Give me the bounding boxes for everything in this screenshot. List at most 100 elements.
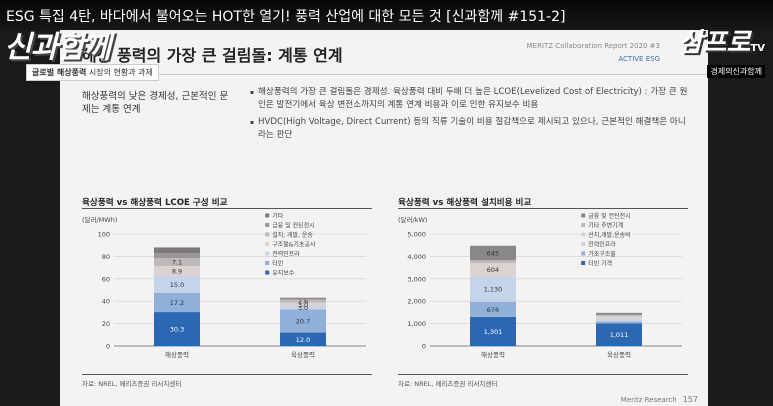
lcoe-chart: (달러/MWh) 0 20 40 60 80 100 30.3 17.2 15.0 8.97.1 해상… xyxy=(82,212,366,359)
chart-rule xyxy=(82,208,372,209)
bar-segment xyxy=(470,316,516,346)
bar-segment xyxy=(154,276,200,293)
bullet-list: 해상풍력의 가장 큰 걸림돌은 경제성. 육상풍력 대비 두배 더 높은 LCO… xyxy=(250,86,690,146)
legend-swatch xyxy=(265,213,270,218)
legend-swatch xyxy=(581,213,586,218)
legend-label: 기타 xyxy=(272,212,284,220)
y-tick-label: 100 xyxy=(98,231,110,239)
data-label: 676 xyxy=(487,306,499,314)
section-label-strong: 글로벌 해상풍력 xyxy=(32,68,87,77)
chart-rule xyxy=(398,374,688,375)
data-label: 8.9 xyxy=(172,268,182,276)
chart-title-install-cost: 육상풍력 vs 해상풍력 설치비용 비교 xyxy=(398,198,532,208)
bar-segment xyxy=(280,309,326,333)
data-label: 7.1 xyxy=(172,259,182,267)
x-tick-label: 해상풍력 xyxy=(481,350,505,359)
y-tick-label: 2,000 xyxy=(407,298,426,306)
section-label-rest: 시장의 현황과 과제 xyxy=(86,68,153,77)
bar-segment xyxy=(154,266,200,276)
legend-label: 기타 주변기계 xyxy=(588,222,623,230)
bar-segment xyxy=(596,318,642,322)
data-label: 1,011 xyxy=(610,331,629,339)
report-tag: ACTIVE ESG xyxy=(618,55,660,63)
legend-swatch xyxy=(265,242,270,246)
legend-label: 구조물&기초공사 xyxy=(272,241,316,249)
legend-label: 전력인프라 xyxy=(272,250,300,258)
legend-label: 터빈 xyxy=(272,260,283,268)
bullet-item: HVDC(High Voltage, Direct Current) 등의 직류… xyxy=(250,116,690,142)
chart-title-lcoe: 육상풍력 vs 해상풍력 LCOE 구성 비교 xyxy=(82,198,228,208)
footer-org: Meritz Research xyxy=(620,396,677,404)
legend-label: 선치,개발,운송비 xyxy=(588,231,630,239)
data-label: 1,301 xyxy=(484,328,503,336)
section-label: 글로벌 해상풍력 시장의 현황과 과제 xyxy=(26,64,159,81)
y-tick-label: 1,000 xyxy=(407,320,426,328)
channel-logo-right: 삼프로TV 경제의신과함께 xyxy=(677,22,765,78)
legend-swatch xyxy=(265,261,270,265)
legend-swatch xyxy=(581,242,586,246)
y-tick-label: 40 xyxy=(102,298,110,306)
bar-segment xyxy=(154,292,200,313)
y-tick-label: 80 xyxy=(102,253,110,261)
data-label: 12.0 xyxy=(296,336,310,344)
bar-segment xyxy=(280,299,326,303)
y-tick-label: 60 xyxy=(102,275,110,283)
legend-swatch xyxy=(265,270,270,275)
bullet-item: 해상풍력의 가장 큰 걸림돌은 경제성. 육상풍력 대비 두배 더 높은 LCO… xyxy=(250,86,690,112)
bar-segment xyxy=(470,260,516,263)
legend-label: 전력인프라 xyxy=(588,241,616,249)
y-axis-unit: (달러/kW) xyxy=(398,215,427,224)
legend-swatch xyxy=(265,223,270,227)
legend-label: 기초구조물 xyxy=(588,250,616,258)
legend-swatch xyxy=(581,261,586,265)
data-label: 20.7 xyxy=(296,317,310,325)
y-tick-label: 0 xyxy=(106,343,110,351)
legend-swatch xyxy=(581,223,586,227)
legend-swatch xyxy=(265,232,270,237)
x-tick-label: 육상풍력 xyxy=(607,350,631,359)
bar-segment xyxy=(596,321,642,324)
bar-segment xyxy=(280,297,326,299)
bar-segment xyxy=(280,306,326,310)
y-axis-unit: (달러/MWh) xyxy=(82,215,117,224)
x-tick-label: 육상풍력 xyxy=(291,350,315,359)
logo-right-text: 삼프로 xyxy=(678,28,751,58)
data-label: 2.6 xyxy=(298,298,308,306)
bar-segment xyxy=(280,302,326,307)
chart-source: 자료: NREL, 메리츠증권 리서치센터 xyxy=(82,380,182,388)
data-label: 30.3 xyxy=(170,326,184,334)
presentation-slide: 해상 풍력의 가장 큰 걸림돌: 계통 연계 MERITZ Collaborat… xyxy=(60,30,708,406)
chart-rule xyxy=(398,208,688,209)
video-title: ESG 특집 4탄, 바다에서 불어오는 HOT한 열기! 풍력 산업에 대한 … xyxy=(0,0,773,34)
legend-label: 유지보수 xyxy=(272,269,295,277)
chart-rule xyxy=(82,374,372,375)
legend-label: 설치, 개발, 운송 xyxy=(272,231,313,239)
bar-segment xyxy=(596,316,642,319)
y-tick-label: 3,000 xyxy=(407,275,426,283)
legend-swatch xyxy=(581,251,586,256)
bar-segment xyxy=(280,298,326,300)
bar-segment xyxy=(154,312,200,346)
bar-segment xyxy=(470,262,516,277)
slide-header: 해상 풍력의 가장 큰 걸림돌: 계통 연계 MERITZ Collaborat… xyxy=(60,30,708,75)
channel-logo-left: 신과함께 xyxy=(4,30,111,65)
bar-segment xyxy=(154,253,200,259)
bar-segment xyxy=(154,258,200,267)
chart-source: 자료: NREL, 메리츠증권 리서치센터 xyxy=(398,380,498,388)
slide-title: 해상 풍력의 가장 큰 걸림돌: 계통 연계 xyxy=(82,46,343,65)
data-label: 1,130 xyxy=(484,286,503,294)
bar-segment xyxy=(596,312,642,315)
page-footer: Meritz Research 157 xyxy=(621,395,698,404)
logo-right-sub: 경제의신과함께 xyxy=(707,65,765,78)
report-name: MERITZ Collaboration Report 2020 #3 xyxy=(526,42,660,50)
bar-segment xyxy=(470,245,516,261)
data-label: 3.0 xyxy=(298,304,308,312)
data-label: 17.2 xyxy=(170,299,184,307)
legend-label: 금융 및 컨틴전시 xyxy=(272,222,314,230)
logo-right-tv: TV xyxy=(750,43,765,54)
legend-label: 금융 및 컨틴전시 xyxy=(588,212,630,220)
data-label: 3.0 xyxy=(298,301,308,309)
install-cost-chart: (달러/kW) 0 1,000 2,000 3,000 4,000 5,000 1,301 67… xyxy=(398,212,682,359)
legend-swatch xyxy=(265,251,270,256)
bar-segment xyxy=(154,247,200,254)
